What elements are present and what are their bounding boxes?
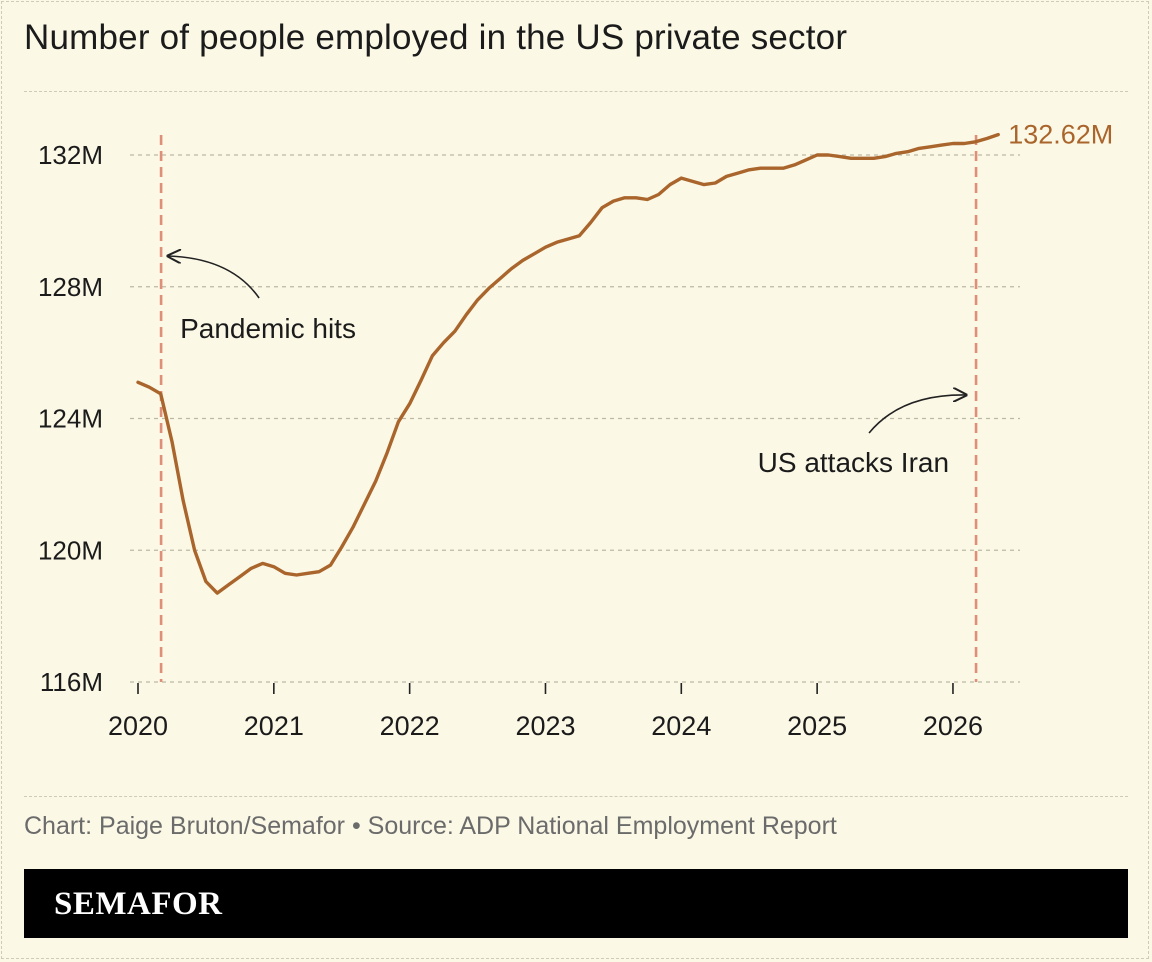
x-tick-label: 2025 [787,711,847,741]
annotation-pandemic-arrow [168,256,260,299]
y-tick-label: 132M [38,140,103,170]
source-credit: Chart: Paige Bruton/Semafor • Source: AD… [24,812,837,840]
y-tick-label: 124M [38,404,103,434]
y-axis-tick-labels: 116M 120M 124M 128M 132M [38,140,103,697]
y-tick-label: 116M [40,667,103,697]
title-divider [24,91,1128,92]
y-tick-label: 120M [38,535,103,565]
end-value-label: 132.62M [1008,120,1113,150]
annotation-iran-label: US attacks Iran [758,447,949,478]
chart-title: Number of people employed in the US priv… [24,18,848,57]
brand-logo: SEMAFOR [54,886,223,922]
x-tick-label: 2023 [515,711,575,741]
x-tick-label: 2020 [108,711,168,741]
x-tick-label: 2022 [380,711,440,741]
footer-divider [24,796,1128,797]
series-line [136,132,1000,595]
x-tick-label: 2026 [923,711,983,741]
brand-bar: SEMAFOR [24,869,1128,938]
x-tick-label: 2024 [651,711,711,741]
gridlines [130,154,1020,683]
annotation-pandemic-label: Pandemic hits [180,313,356,344]
x-axis: 2020 2021 2022 2023 2024 2025 2026 [108,683,983,741]
y-tick-label: 128M [38,272,103,302]
employment-line [136,132,1000,595]
event-lines [159,135,978,682]
x-tick-label: 2021 [244,711,304,741]
annotations: 132.62M Pandemic hits US attacks Iran [168,120,1113,478]
annotation-iran-arrow [868,395,966,434]
